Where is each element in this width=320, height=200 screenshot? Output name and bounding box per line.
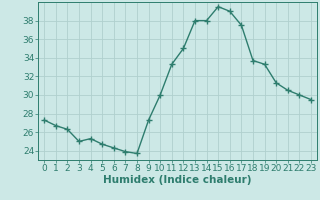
X-axis label: Humidex (Indice chaleur): Humidex (Indice chaleur) bbox=[103, 175, 252, 185]
